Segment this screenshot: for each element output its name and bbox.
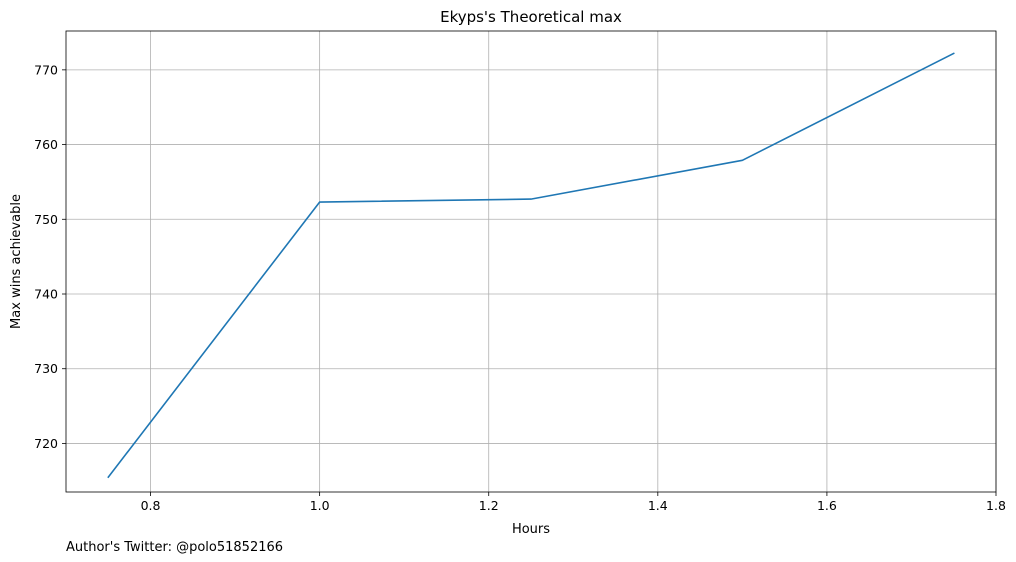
y-tick-label: 720	[34, 436, 58, 451]
series-layer	[107, 52, 955, 479]
x-tick-label: 1.6	[817, 498, 837, 513]
plot-frame	[65, 30, 997, 493]
series-line	[107, 52, 955, 479]
y-tick-label: 730	[34, 361, 58, 376]
x-tick-label: 0.8	[141, 498, 161, 513]
x-tick-label: 1.0	[310, 498, 330, 513]
x-tick-label: 1.4	[648, 498, 668, 513]
x-axis-label: Hours	[512, 522, 550, 537]
y-tick-label: 750	[34, 212, 58, 227]
author-footnote: Author's Twitter: @polo51852166	[66, 540, 283, 555]
y-tick-label: 770	[34, 62, 58, 77]
x-tick-label: 1.8	[986, 498, 1006, 513]
y-tick-label: 760	[34, 137, 58, 152]
y-tick-label: 740	[34, 287, 58, 302]
y-axis-ticks: 720 730 740 750 760 770	[34, 62, 66, 451]
grid-lines	[66, 31, 997, 492]
x-axis-ticks: 0.8 1.0 1.2 1.4 1.6 1.8	[141, 492, 1006, 513]
y-axis-label: Max wins achievable	[9, 194, 24, 329]
x-tick-label: 1.2	[479, 498, 499, 513]
chart-title: Ekyps's Theoretical max	[440, 8, 622, 26]
